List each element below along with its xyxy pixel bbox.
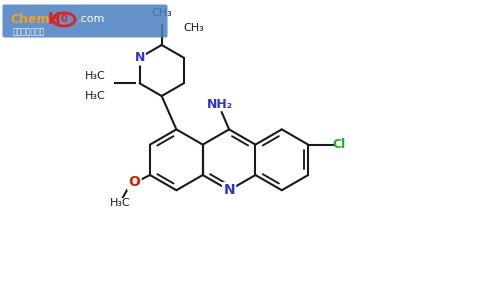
Text: 0: 0	[60, 14, 68, 25]
Text: Chem: Chem	[10, 13, 50, 26]
Text: NH₂: NH₂	[207, 98, 234, 111]
Text: H₃C: H₃C	[84, 91, 105, 100]
Text: N: N	[134, 51, 145, 64]
Text: H₃C: H₃C	[84, 71, 105, 81]
Text: CH₃: CH₃	[184, 23, 204, 33]
Text: 化工品交易平台: 化工品交易平台	[12, 28, 45, 37]
FancyBboxPatch shape	[2, 4, 168, 38]
Text: .com: .com	[78, 14, 105, 25]
Text: H: H	[48, 12, 60, 27]
Text: Cl: Cl	[332, 138, 346, 151]
Text: H₃C: H₃C	[110, 199, 131, 208]
Text: O: O	[128, 176, 140, 189]
Text: CH₃: CH₃	[152, 8, 172, 18]
Text: N: N	[224, 183, 235, 197]
